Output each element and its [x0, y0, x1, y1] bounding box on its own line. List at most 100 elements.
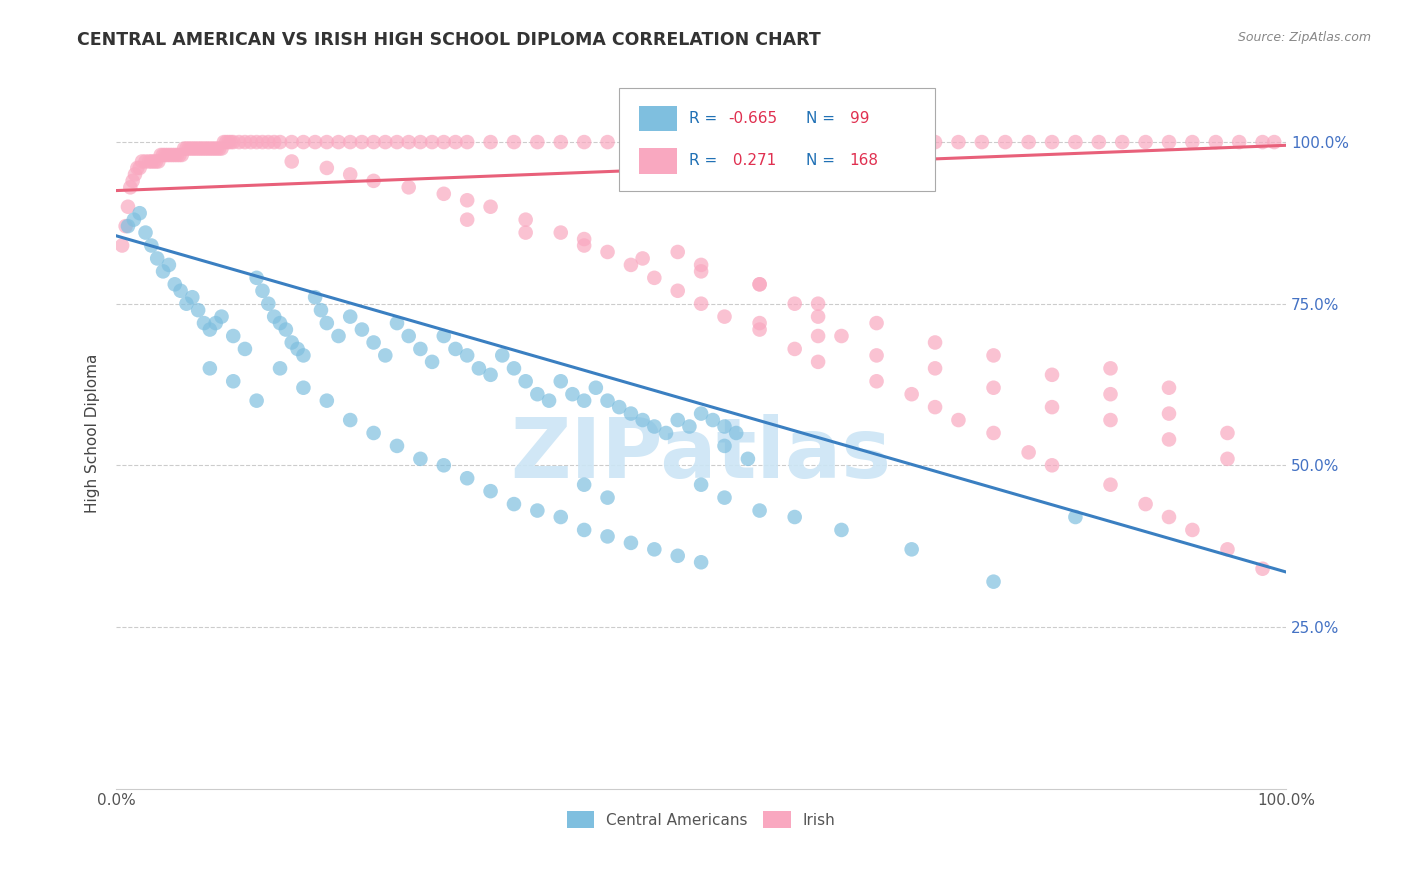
Point [215, 135, 238, 149]
Point [807, 310, 830, 324]
Point [924, 361, 946, 376]
Point [830, 135, 852, 149]
Point [1099, 361, 1122, 376]
Point [228, 135, 250, 149]
Point [550, 374, 572, 388]
Point [162, 148, 184, 162]
Point [1227, 135, 1250, 149]
Point [643, 419, 665, 434]
Point [420, 135, 443, 149]
Point [398, 329, 420, 343]
Point [596, 529, 619, 543]
Point [128, 206, 150, 220]
Point [620, 135, 643, 149]
Point [233, 342, 256, 356]
Y-axis label: High School Diploma: High School Diploma [86, 353, 100, 513]
Point [246, 270, 269, 285]
Point [222, 135, 245, 149]
Point [983, 574, 1005, 589]
Point [141, 154, 163, 169]
Point [176, 142, 198, 156]
Point [702, 413, 724, 427]
Point [783, 135, 806, 149]
Point [257, 135, 280, 149]
Point [274, 322, 297, 336]
Point [114, 219, 136, 233]
Text: CENTRAL AMERICAN VS IRISH HIGH SCHOOL DIPLOMA CORRELATION CHART: CENTRAL AMERICAN VS IRISH HIGH SCHOOL DI… [77, 31, 821, 49]
Point [309, 303, 332, 318]
Point [491, 348, 513, 362]
Point [678, 419, 700, 434]
Point [222, 329, 245, 343]
Point [444, 135, 467, 149]
Text: Source: ZipAtlas.com: Source: ZipAtlas.com [1237, 31, 1371, 45]
Point [690, 296, 713, 310]
Point [121, 174, 143, 188]
Point [526, 503, 548, 517]
Point [246, 393, 269, 408]
Point [748, 316, 770, 330]
Point [198, 142, 221, 156]
Point [948, 135, 970, 149]
Text: R =: R = [689, 153, 723, 169]
Point [690, 258, 713, 272]
Point [269, 135, 291, 149]
Point [503, 497, 526, 511]
Point [468, 361, 491, 376]
Point [479, 368, 502, 382]
Text: 168: 168 [849, 153, 879, 169]
Point [198, 322, 221, 336]
Point [339, 310, 361, 324]
Point [783, 342, 806, 356]
Point [409, 135, 432, 149]
Point [292, 348, 315, 362]
Point [1040, 368, 1063, 382]
Point [350, 135, 373, 149]
Point [246, 135, 269, 149]
Point [550, 226, 572, 240]
Point [433, 186, 456, 201]
Point [807, 135, 830, 149]
Point [900, 135, 922, 149]
Point [152, 264, 174, 278]
Point [280, 335, 302, 350]
Point [304, 290, 326, 304]
Point [385, 135, 408, 149]
Point [690, 407, 713, 421]
Point [198, 361, 221, 376]
Point [994, 135, 1017, 149]
Point [287, 342, 309, 356]
Point [877, 135, 900, 149]
Point [607, 400, 630, 414]
Point [1135, 497, 1157, 511]
Point [713, 491, 735, 505]
Point [363, 425, 385, 440]
Point [117, 200, 139, 214]
Point [184, 142, 207, 156]
Point [205, 142, 228, 156]
Point [924, 400, 946, 414]
Point [713, 419, 735, 434]
Point [433, 329, 456, 343]
Point [134, 154, 156, 169]
Point [1018, 135, 1040, 149]
Point [398, 135, 420, 149]
Point [631, 252, 654, 266]
Point [374, 348, 396, 362]
Point [666, 549, 689, 563]
Point [292, 135, 315, 149]
Point [666, 135, 689, 149]
Point [350, 322, 373, 336]
Point [204, 142, 226, 156]
Point [479, 200, 502, 214]
Point [572, 135, 595, 149]
Point [190, 142, 212, 156]
Point [409, 342, 432, 356]
Point [666, 244, 689, 259]
Point [761, 135, 783, 149]
Point [713, 439, 735, 453]
Point [111, 238, 134, 252]
Point [924, 135, 946, 149]
Point [183, 142, 205, 156]
Point [363, 174, 385, 188]
